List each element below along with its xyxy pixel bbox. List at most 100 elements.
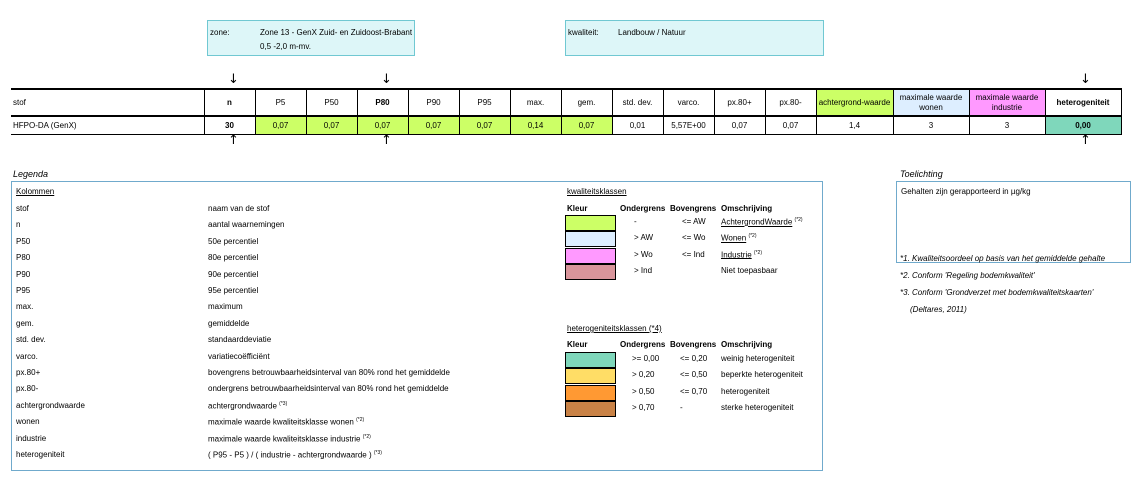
legend-key: stof xyxy=(16,204,29,213)
legend-key: P80 xyxy=(16,253,31,263)
legend-key: heterogeniteit xyxy=(16,450,65,459)
legend-description-text: maximale waarde kwaliteitsklasse wonen xyxy=(208,417,354,427)
col-header-p95: P95 xyxy=(459,88,511,117)
toelichting-box: Gehalten zijn gerapporteerd in µg/kg xyxy=(896,181,1131,263)
legend-description-text: standaarddeviatie xyxy=(208,335,272,345)
quality-boven: <= AW xyxy=(682,217,706,226)
kleur-header: Kleur xyxy=(567,204,588,213)
kleur-header: Kleur xyxy=(567,340,588,349)
het-omschr: heterogeniteit xyxy=(721,386,770,396)
ondergrens-header: Ondergrens xyxy=(620,204,666,213)
het-onder: > 0,70 xyxy=(632,402,655,412)
arrow-up-icon: ↑ xyxy=(381,133,392,148)
legend-description-text: bovengrens betrouwbaarheidsinterval van … xyxy=(208,368,450,377)
legend-key: P95 xyxy=(16,286,31,295)
quality-omschr-text: AchtergrondWaarde xyxy=(721,217,793,227)
quality-boven-text: <= Wo xyxy=(682,233,706,243)
cell-px80plus: 0,07 xyxy=(714,116,766,135)
cell-stddev: 0,01 xyxy=(612,116,664,135)
table-header-row: stof n P5 P50 P80 P90 P95 max. gem. std.… xyxy=(11,88,1122,117)
het-boven: <= 0,70 xyxy=(680,386,708,396)
legend-description-text: 80e percentiel xyxy=(208,253,259,263)
legend-description-text: ondergrens betrouwbaarheidsinterval van … xyxy=(208,384,449,394)
cell-p95: 0,07 xyxy=(459,116,511,135)
quality-box: kwaliteit: Landbouw / Natuur xyxy=(565,20,824,56)
zone-label: zone: xyxy=(210,28,230,37)
het-onder: > 0,20 xyxy=(632,370,655,380)
quality-omschr-text: Wonen xyxy=(721,233,747,243)
toelichting-title: Toelichting xyxy=(900,169,943,179)
cell-industrie: 3 xyxy=(969,116,1046,135)
cell-max: 0,14 xyxy=(510,116,562,135)
col-header-px80min: px.80- xyxy=(765,88,817,117)
arrow-up-icon: ↑ xyxy=(1080,133,1091,148)
results-table: stof n P5 P50 P80 P90 P95 max. gem. std.… xyxy=(11,88,1122,135)
legend-description-text: 50e percentiel xyxy=(208,236,259,246)
legend-key: max. xyxy=(16,302,34,312)
footnote-ref: (*2) xyxy=(362,433,371,440)
legend-description: standaarddeviatie xyxy=(208,335,271,344)
legend-description: aantal waarnemingen xyxy=(208,220,285,229)
footnote-ref: (*2) xyxy=(753,249,762,256)
footnote-ref: (*2) xyxy=(794,217,803,223)
legend-description: 90e percentiel xyxy=(208,270,258,279)
arrow-down-icon: ↓ xyxy=(1080,72,1091,87)
quality-onder-text: - xyxy=(634,217,637,226)
quality-value: Landbouw / Natuur xyxy=(618,28,686,37)
col-header-p90: P90 xyxy=(408,88,460,117)
quality-onder-text: > Ind xyxy=(634,265,653,275)
legend-description: 80e percentiel xyxy=(208,253,258,262)
quality-onder-text: > Wo xyxy=(634,249,653,259)
het-onder: >= 0,00 xyxy=(632,354,660,363)
quality-boven: <= Wo xyxy=(682,233,705,242)
col-header-p80: P80 xyxy=(357,88,409,117)
arrow-up-icon: ↑ xyxy=(228,133,239,148)
col-header-n: n xyxy=(204,88,256,117)
quality-label: kwaliteit: xyxy=(568,28,599,37)
cell-px80min: 0,07 xyxy=(765,116,817,135)
legend-description: variatiecoëfficiënt xyxy=(208,352,270,361)
quality-omschr: Wonen (*2) xyxy=(721,233,757,243)
color-swatch xyxy=(565,384,616,401)
quality-onder: > Wo xyxy=(634,250,653,259)
toelichting-text: Gehalten zijn gerapporteerd in µg/kg xyxy=(901,187,1031,196)
legend-key: P50 xyxy=(16,236,31,246)
footnote-ref: (*2) xyxy=(748,233,757,240)
cell-n: 30 xyxy=(204,116,256,135)
cell-varco: 5,57E+00 xyxy=(663,116,715,135)
cell-p90: 0,07 xyxy=(408,116,460,135)
zone-box: zone: Zone 13 - GenX Zuid- en Zuidoost-B… xyxy=(207,20,415,56)
cell-p80: 0,07 xyxy=(357,116,409,135)
quality-boven-text: <= Ind xyxy=(682,249,705,259)
cell-p50: 0,07 xyxy=(306,116,358,135)
legend-description-text: gemiddelde xyxy=(208,318,250,328)
legend-description-text: ( P95 - P5 ) / ( industrie - achtergrond… xyxy=(208,450,372,460)
legend-key: px.80+ xyxy=(16,368,41,377)
legend-key: std. dev. xyxy=(16,335,46,345)
legend-description: ondergrens betrouwbaarheidsinterval van … xyxy=(208,384,449,393)
omschrijving-header: Omschrijving xyxy=(721,340,773,349)
col-header-p5: P5 xyxy=(255,88,307,117)
arrow-down-icon: ↓ xyxy=(228,72,239,87)
col-header-p50: P50 xyxy=(306,88,358,117)
quality-boven: <= Ind xyxy=(682,250,705,259)
legend-box: Kolommen stof naam van de stof n aantal waa… xyxy=(11,181,823,471)
ondergrens-header: Ondergrens xyxy=(620,340,666,349)
het-boven: <= 0,20 xyxy=(680,354,708,363)
col-header-max: max. xyxy=(510,88,562,117)
cell-heterogeniteit: 0,00 xyxy=(1045,116,1122,135)
legend-description-text: maximum xyxy=(208,302,243,312)
quality-onder-text: > AW xyxy=(634,233,654,243)
legend-description-text: achtergrondwaarde xyxy=(208,401,277,411)
het-omschr: sterke heterogeniteit xyxy=(721,402,794,412)
note-2: *2. Conform 'Regeling bodemkwaliteit' xyxy=(900,271,1035,280)
depth-value: 0,5 -2,0 m-mv. xyxy=(260,42,311,51)
note-3-source: (Deltares, 2011) xyxy=(910,305,967,314)
quality-omschr: AchtergrondWaarde (*2) xyxy=(721,217,803,227)
footnote-ref: (*3) xyxy=(279,400,288,407)
cell-p5: 0,07 xyxy=(255,116,307,135)
bovengrens-header: Bovengrens xyxy=(670,340,717,349)
legend-key: achtergrondwaarde xyxy=(16,400,85,410)
legend-description: ( P95 - P5 ) / ( industrie - achtergrond… xyxy=(208,450,382,460)
legend-description: maximale waarde kwaliteitsklasse industr… xyxy=(208,434,371,444)
